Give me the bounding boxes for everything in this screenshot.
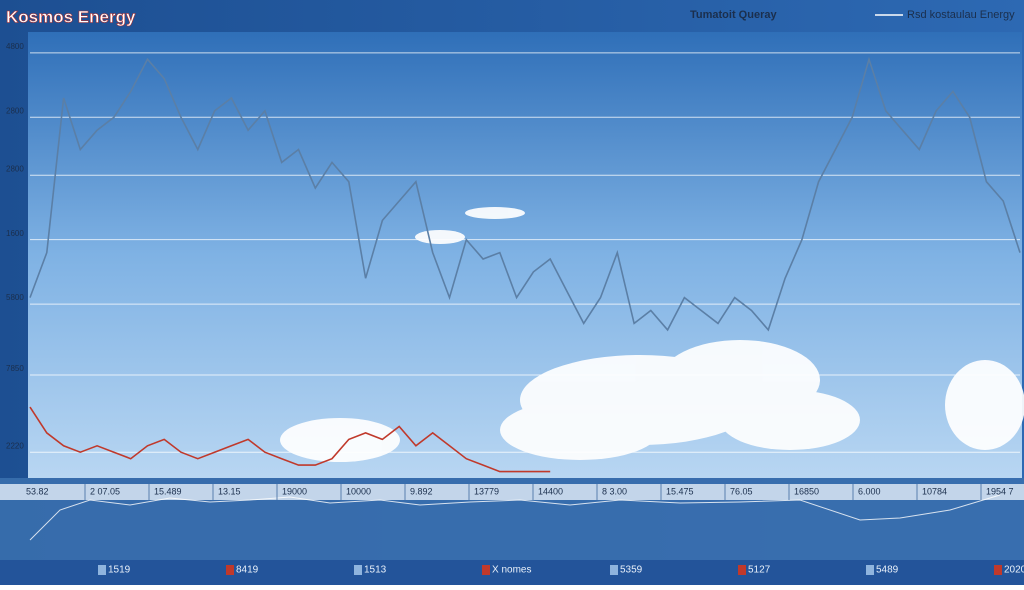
- tab-icon: [98, 565, 106, 575]
- y-tick-label: 1600: [6, 229, 24, 238]
- y-tick-label: 5800: [6, 293, 24, 302]
- footer-label: 1954 7: [986, 486, 1014, 496]
- footer-label: 76.05: [730, 486, 753, 496]
- legend-label: Rsd kostaulau Energy: [907, 9, 1015, 21]
- footer-label: 15.489: [154, 486, 182, 496]
- tab-label: X nomes: [492, 565, 531, 576]
- series-line: [29, 56, 1021, 332]
- chart-subtitle: Tumatoit Queray: [690, 9, 777, 21]
- footer-strip: [0, 484, 1024, 500]
- y-tick-label: 2220: [6, 441, 24, 450]
- tab-label: 5127: [748, 565, 771, 576]
- footer-label: 15.475: [666, 486, 694, 496]
- footer-label: 10000: [346, 486, 371, 496]
- tab-icon: [994, 565, 1002, 575]
- mini-line: [29, 494, 1001, 541]
- tab-icon: [354, 565, 362, 575]
- y-tick-label: 2800: [6, 164, 24, 173]
- footer-label: 8 3.00: [602, 486, 627, 496]
- tab-label: 5359: [620, 565, 643, 576]
- footer-label: 9.892: [410, 486, 433, 496]
- y-tick-label: 7850: [6, 364, 24, 373]
- footer-label: 10784: [922, 486, 947, 496]
- footer-label: 13779: [474, 486, 499, 496]
- tab-label: 2020: [1004, 565, 1024, 576]
- tab-label: 1513: [364, 565, 387, 576]
- tab-label: 5489: [876, 565, 899, 576]
- footer-label: 19000: [282, 486, 307, 496]
- chart-title: Kosmos Energy: [6, 7, 136, 26]
- footer-label: 14400: [538, 486, 563, 496]
- tab-icon: [482, 565, 490, 575]
- tab-label: 8419: [236, 565, 259, 576]
- series-line: [29, 406, 551, 473]
- tab-icon: [226, 565, 234, 575]
- y-tick-label: 2800: [6, 106, 24, 115]
- footer-label: 2 07.05: [90, 486, 120, 496]
- tab-icon: [866, 565, 874, 575]
- footer-label: 6.000: [858, 486, 881, 496]
- tab-icon: [738, 565, 746, 575]
- tab-bar: [0, 560, 1024, 585]
- footer-label: 16850: [794, 486, 819, 496]
- y-tick-label: 4800: [6, 42, 24, 51]
- clouds: [280, 207, 1024, 462]
- footer-label: 13.15: [218, 486, 241, 496]
- tab-icon: [610, 565, 618, 575]
- tab-label: 1519: [108, 565, 131, 576]
- footer-label: 53.82: [26, 486, 49, 496]
